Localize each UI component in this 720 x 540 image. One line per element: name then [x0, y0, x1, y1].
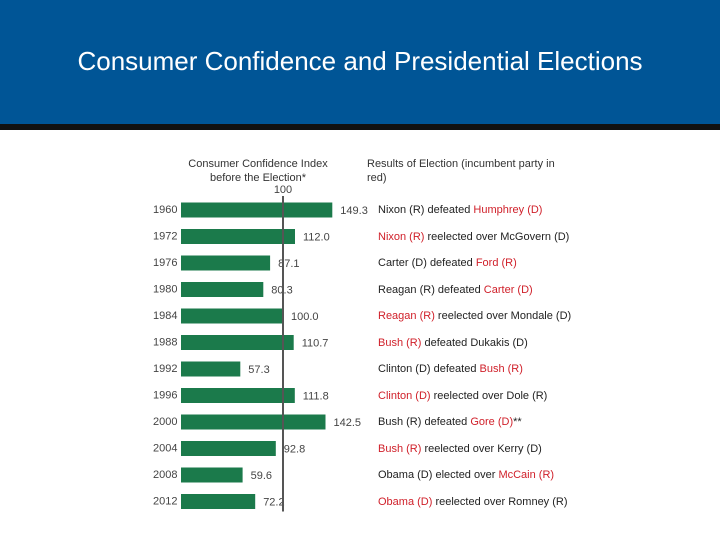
year-label: 1988 — [153, 336, 177, 348]
slide-title: Consumer Confidence and Presidential Ele… — [77, 46, 643, 76]
result-text: Nixon (R) defeated — [378, 204, 474, 216]
result-text: Clinton (D) defeated — [378, 363, 480, 375]
year-label: 1972 — [153, 230, 177, 242]
value-label: 87.1 — [278, 258, 299, 270]
value-label: 57.3 — [248, 364, 269, 376]
bar — [181, 441, 276, 456]
incumbent-text: Humphrey (D) — [473, 204, 543, 216]
bar — [181, 467, 243, 483]
election-result: Bush (R) reelected over Kerry (D) — [378, 442, 542, 456]
incumbent-text: Carter (D) — [483, 283, 533, 296]
result-text: Bush (R) defeated — [378, 416, 471, 428]
year-label: 2012 — [153, 495, 177, 507]
election-result: Clinton (D) defeated Bush (R) — [378, 362, 523, 376]
result-text: ** — [513, 416, 522, 428]
election-result: Nixon (R) reelected over McGovern (D) — [378, 230, 569, 244]
bar — [181, 414, 326, 430]
election-result: Clinton (D) reelected over Dole (R) — [378, 389, 547, 403]
bar — [181, 361, 241, 377]
year-label: 1960 — [153, 204, 177, 216]
year-label: 2004 — [153, 442, 177, 454]
year-label: 1980 — [153, 283, 177, 295]
election-result: Nixon (R) defeated Humphrey (D) — [378, 203, 542, 217]
bar — [181, 229, 295, 244]
bar — [181, 494, 256, 509]
column-header: Results of Election (incumbent party in … — [367, 158, 555, 184]
bar — [181, 282, 264, 297]
bar — [181, 308, 283, 324]
incumbent-text: Obama (D) — [378, 495, 433, 508]
value-label: 100.0 — [291, 311, 319, 323]
bar — [181, 255, 271, 271]
result-text: reelected over Mondale (D) — [434, 310, 572, 322]
election-result: Reagan (R) defeated Carter (D) — [378, 283, 533, 297]
value-label: 112.0 — [303, 231, 330, 243]
reference-label: 100 — [274, 184, 292, 196]
bar — [181, 335, 294, 350]
election-result: Reagan (R) reelected over Mondale (D) — [378, 309, 571, 323]
election-result: Bush (R) defeated Dukakis (D) — [378, 336, 528, 350]
year-label: 1996 — [153, 389, 177, 401]
incumbent-text: Bush (R) — [378, 442, 422, 455]
value-label: 59.6 — [251, 470, 272, 482]
year-label: 2000 — [153, 416, 177, 428]
bar — [181, 202, 333, 218]
column-header: Consumer Confidence Index before the Ele… — [188, 158, 328, 184]
result-text: Carter (D) defeated — [378, 257, 476, 269]
year-label: 1976 — [153, 257, 177, 269]
incumbent-text: Ford (R) — [475, 257, 517, 269]
election-result: Carter (D) defeated Ford (R) — [378, 256, 517, 270]
value-label: 110.7 — [302, 337, 329, 349]
value-label: 142.5 — [334, 417, 362, 429]
incumbent-text: Reagan (R) — [378, 310, 435, 322]
incumbent-text: Bush (R) — [378, 336, 422, 349]
result-text: reelected over Kerry (D) — [421, 442, 542, 455]
result-text: Reagan (R) defeated — [378, 283, 484, 296]
incumbent-text: McCain (R) — [498, 469, 555, 481]
year-label: 1992 — [153, 363, 177, 375]
value-label: 149.3 — [340, 205, 368, 217]
year-label: 1984 — [153, 310, 177, 322]
incumbent-text: Bush (R) — [479, 363, 523, 375]
result-text: Obama (D) elected over — [378, 469, 499, 481]
result-text: reelected over Dole (R) — [430, 389, 548, 402]
result-text: defeated Dukakis (D) — [421, 336, 528, 349]
header-rule — [0, 124, 720, 130]
bar — [181, 388, 295, 403]
result-text: reelected over Romney (R) — [432, 495, 568, 508]
incumbent-text: Clinton (D) — [378, 389, 431, 402]
value-label: 111.8 — [303, 390, 329, 402]
value-label: 92.8 — [284, 443, 305, 455]
result-text: reelected over McGovern (D) — [424, 230, 570, 243]
value-label: 72.2 — [263, 496, 284, 508]
incumbent-text: Nixon (R) — [378, 230, 425, 243]
incumbent-text: Gore (D) — [470, 416, 514, 428]
header-band — [0, 0, 720, 124]
election-result: Bush (R) defeated Gore (D)** — [378, 415, 522, 429]
year-label: 2008 — [153, 469, 177, 481]
election-result: Obama (D) elected over McCain (R) — [378, 468, 554, 482]
election-result: Obama (D) reelected over Romney (R) — [378, 495, 568, 509]
